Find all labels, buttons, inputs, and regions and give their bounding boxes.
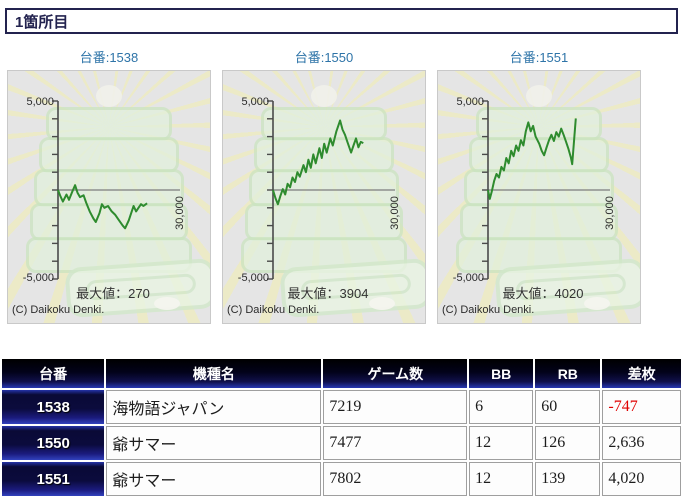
col-header-bb: BB [469,359,534,388]
cell-rb: 126 [535,426,601,460]
cell-bb: 12 [469,462,534,496]
table-row: 1550 爺サマー 7477 12 126 2,636 [2,426,681,460]
cell-dai: 1551 [2,462,105,496]
chart-title-1538: 台番:1538 [79,50,139,65]
x-axis-end-label: 30,000 [604,196,616,230]
copyright-label: (C) Daikoku Denki. [227,304,320,316]
cell-rb: 139 [535,462,601,496]
col-header-dai: 台番 [2,359,105,388]
section-title-text: 1箇所目 [15,13,69,31]
cell-games: 7219 [323,390,468,424]
col-header-model: 機種名 [106,359,322,388]
copyright-label: (C) Daikoku Denki. [12,304,105,316]
slump-graph-panel-1551: 5,000 -5,000 30,000 最大値：4020 (C) Daikoku Den… [437,70,641,324]
y-axis-max-label: 5,000 [26,96,54,108]
slump-graph-panel-1538: 5,000 -5,000 30,000 最大値：270 (C) Daikoku Denk… [7,70,211,324]
table-header-row: 台番 機種名 ゲーム数 BB RB 差枚 [2,359,681,388]
payout-trend-line [272,119,364,206]
max-value-label: 最大値：3904 [287,286,369,301]
cell-model: 海物語ジャパン [106,390,322,424]
col-header-diff: 差枚 [602,359,681,388]
y-axis-max-label: 5,000 [241,96,269,108]
table-row: 1538 海物語ジャパン 7219 6 60 -747 [2,390,681,424]
y-axis-min-label: -5,000 [452,272,484,284]
cell-model: 爺サマー [106,426,322,460]
x-axis-end-label: 30,000 [389,196,401,230]
machine-data-table: 台番 機種名 ゲーム数 BB RB 差枚 1538 海物語ジャパン 7219 6… [0,357,683,498]
max-value-label: 最大値：270 [76,286,150,301]
copyright-label: (C) Daikoku Denki. [442,304,535,316]
slump-graph-2 [267,100,395,280]
x-axis-end-label: 30,000 [174,196,186,230]
table-row: 1551 爺サマー 7802 12 139 4,020 [2,462,681,496]
y-axis-min-label: -5,000 [22,272,54,284]
chart-title-1550: 台番:1550 [294,50,354,65]
payout-trend-line [487,118,577,200]
cell-dai: 1550 [2,426,105,460]
cell-dai: 1538 [2,390,105,424]
section-title: 1箇所目 [5,8,678,34]
cell-games: 7802 [323,462,468,496]
col-header-rb: RB [535,359,601,388]
slump-graph-panel-1550: 5,000 -5,000 30,000 最大値：3904 (C) Daikoku Den… [222,70,426,324]
chart-title-1551: 台番:1551 [509,50,569,65]
cell-diff: 4,020 [602,462,681,496]
cell-rb: 60 [535,390,601,424]
y-axis-min-label: -5,000 [237,272,269,284]
cell-bb: 12 [469,426,534,460]
max-value-label: 最大値：4020 [502,286,584,301]
cell-diff: 2,636 [602,426,681,460]
slump-graph-3 [482,100,610,280]
cell-diff: -747 [602,390,681,424]
cell-bb: 6 [469,390,534,424]
cell-games: 7477 [323,426,468,460]
slump-graph-1 [52,100,180,280]
col-header-games: ゲーム数 [323,359,468,388]
cell-model: 爺サマー [106,462,322,496]
payout-trend-line [57,184,148,230]
y-axis-max-label: 5,000 [456,96,484,108]
